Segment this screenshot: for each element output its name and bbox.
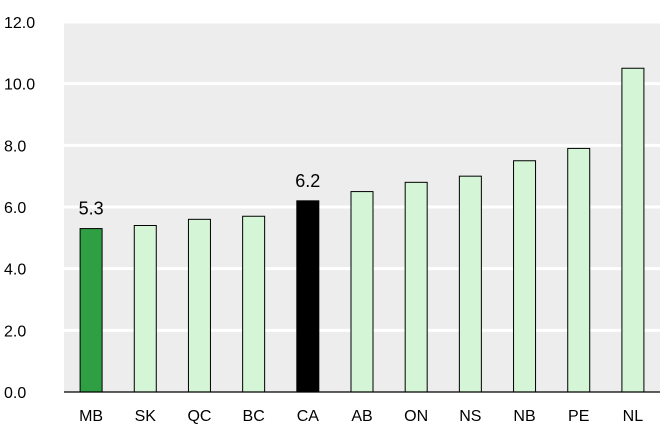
data-labels: 5.3 6.2 xyxy=(79,171,321,219)
data-label-mb: 5.3 xyxy=(79,199,104,219)
bar-mb xyxy=(79,228,103,393)
y-tick-label: 0.0 xyxy=(4,385,26,402)
bars xyxy=(79,67,645,393)
x-category-label: NS xyxy=(459,408,481,425)
x-category-label: ON xyxy=(404,408,428,425)
bar-on xyxy=(404,181,428,393)
x-category-label: BC xyxy=(243,408,265,425)
x-category-label: QC xyxy=(187,408,211,425)
bar-bc xyxy=(242,215,266,393)
bar-qc xyxy=(187,218,211,393)
x-axis-categories: MB SK QC BC CA AB ON NS NB PE NL xyxy=(79,408,643,425)
x-category-label: AB xyxy=(351,408,372,425)
bar-ca xyxy=(296,200,320,393)
y-tick-label: 10.0 xyxy=(4,77,35,94)
bar-sk xyxy=(133,225,157,393)
y-axis-ticks: 0.0 2.0 4.0 6.0 8.0 10.0 12.0 xyxy=(4,15,35,402)
x-category-label: MB xyxy=(79,408,103,425)
bar-ab xyxy=(350,191,374,393)
y-tick-label: 4.0 xyxy=(4,262,26,279)
y-tick-label: 2.0 xyxy=(4,323,26,340)
y-tick-label: 8.0 xyxy=(4,138,26,155)
bar-pe xyxy=(567,147,591,393)
bar-nl xyxy=(621,67,645,393)
x-category-label: PE xyxy=(568,408,589,425)
data-label-ca: 6.2 xyxy=(295,171,320,191)
x-category-label: SK xyxy=(135,408,157,425)
x-category-label: CA xyxy=(297,408,320,425)
x-category-label: NL xyxy=(623,408,644,425)
bar-nb xyxy=(513,160,537,393)
y-tick-label: 12.0 xyxy=(4,15,35,32)
bar-ns xyxy=(458,175,482,393)
y-tick-label: 6.0 xyxy=(4,200,26,217)
x-category-label: NB xyxy=(513,408,535,425)
